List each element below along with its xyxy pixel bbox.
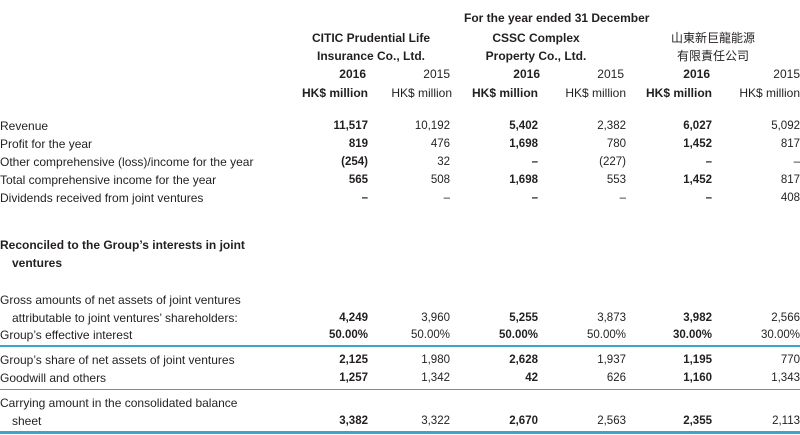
effective-value: 30.00% (672, 329, 712, 341)
company-3-name-line1: 山東新巨龍能源 (670, 31, 755, 45)
gross-value: 4,249 (339, 312, 368, 324)
row-label: Total comprehensive income for the year (0, 173, 217, 187)
row-value: 1,698 (509, 174, 538, 186)
bottom-double-rule (0, 431, 800, 434)
row-value: 1,452 (683, 174, 712, 186)
divider-rule (0, 389, 800, 390)
section-heading-line1: Reconciled to the Group’s interests in j… (0, 238, 245, 252)
row-value: 553 (606, 174, 626, 186)
company-2-name-line2: Property Co., Ltd. (485, 49, 587, 63)
row-value: 817 (780, 174, 800, 186)
gross-label-line2: attributable to joint ventures’ sharehol… (12, 311, 238, 325)
row-label: Profit for the year (0, 137, 93, 151)
share-value: 2,628 (509, 354, 538, 366)
effective-value: 50.00% (328, 329, 368, 341)
row-value: – (531, 156, 538, 168)
goodwill-label: Goodwill and others (0, 371, 107, 385)
row-value: 32 (437, 156, 450, 168)
row-value: – (361, 192, 368, 204)
gross-value: 2,566 (771, 312, 800, 324)
row-value: – (443, 192, 450, 204)
year-2016-col1: 2016 (339, 67, 366, 81)
effective-value: 30.00% (760, 329, 800, 341)
section-heading-line2: ventures (12, 256, 63, 270)
carrying-value: 2,563 (597, 415, 626, 427)
unit-col5: HK$ million (645, 86, 712, 100)
year-2015-col2: 2015 (423, 67, 450, 81)
row-value: – (531, 192, 538, 204)
company-1-name-line1: CITIC Prudential Life (311, 31, 430, 45)
gross-value: 5,255 (509, 312, 538, 324)
row-value: 819 (348, 138, 368, 150)
gross-value: 3,960 (421, 312, 450, 324)
year-2015-col4: 2015 (597, 67, 624, 81)
carrying-value: 2,113 (772, 415, 800, 427)
goodwill-value: 1,342 (421, 372, 450, 384)
row-value: 5,092 (771, 120, 800, 132)
divider-rule (0, 345, 800, 347)
year-2016-col5: 2016 (683, 67, 710, 81)
effective-value: 50.00% (498, 329, 538, 341)
row-value: 5,402 (509, 120, 538, 132)
share-value: 1,980 (421, 354, 450, 366)
carrying-value: 3,382 (339, 415, 368, 427)
year-2015-col6: 2015 (773, 67, 800, 81)
row-value: 6,027 (683, 120, 712, 132)
row-value: – (793, 156, 800, 168)
gross-value: 3,873 (597, 312, 626, 324)
row-value: – (705, 156, 712, 168)
row-value: 10,192 (414, 120, 450, 132)
row-label: Revenue (0, 119, 49, 133)
row-value: – (619, 192, 626, 204)
row-value: 1,698 (509, 138, 538, 150)
carrying-label-line2: sheet (12, 414, 42, 428)
company-3-name-line2: 有限責任公司 (676, 49, 749, 63)
carrying-value: 3,322 (421, 415, 450, 427)
share-value: 2,125 (339, 354, 368, 366)
share-value: 1,937 (597, 354, 626, 366)
row-value: 2,382 (597, 120, 626, 132)
unit-col2: HK$ million (391, 86, 452, 100)
carrying-value: 2,355 (683, 415, 712, 427)
effective-label: Group’s effective interest (0, 328, 133, 342)
row-label: Dividends received from joint ventures (0, 191, 204, 205)
row-value: 11,517 (333, 120, 368, 132)
period-heading: For the year ended 31 December (464, 11, 650, 25)
goodwill-value: 1,160 (683, 372, 712, 384)
row-value: (254) (341, 156, 368, 168)
carrying-value: 2,670 (509, 415, 538, 427)
goodwill-value: 42 (525, 372, 538, 384)
company-2-name-line1: CSSC Complex (492, 31, 580, 45)
unit-col6: HK$ million (739, 86, 800, 100)
row-value: 508 (430, 174, 450, 186)
row-value: 565 (348, 174, 368, 186)
share-value: 770 (780, 354, 800, 366)
unit-col3: HK$ million (471, 86, 538, 100)
share-value: 1,195 (683, 354, 712, 366)
share-label: Group’s share of net assets of joint ven… (0, 353, 235, 367)
carrying-label-line1: Carrying amount in the consolidated bala… (0, 396, 238, 410)
gross-label-line1: Gross amounts of net assets of joint ven… (0, 293, 241, 307)
row-value: 817 (780, 138, 800, 150)
row-value: (227) (599, 156, 626, 168)
company-1-name-line2: Insurance Co., Ltd. (316, 49, 425, 63)
goodwill-value: 626 (606, 372, 626, 384)
gross-value: 3,982 (683, 312, 712, 324)
unit-col4: HK$ million (565, 86, 626, 100)
effective-value: 50.00% (586, 329, 626, 341)
row-label: Other comprehensive (loss)/income for th… (0, 155, 254, 169)
row-value: 780 (606, 138, 626, 150)
effective-value: 50.00% (410, 329, 450, 341)
row-value: 476 (430, 138, 450, 150)
row-value: – (705, 192, 712, 204)
goodwill-value: 1,257 (339, 372, 368, 384)
row-value: 408 (780, 192, 800, 204)
row-value: 1,452 (683, 138, 712, 150)
goodwill-value: 1,343 (771, 372, 800, 384)
unit-col1: HK$ million (301, 86, 368, 100)
year-2016-col3: 2016 (513, 67, 540, 81)
